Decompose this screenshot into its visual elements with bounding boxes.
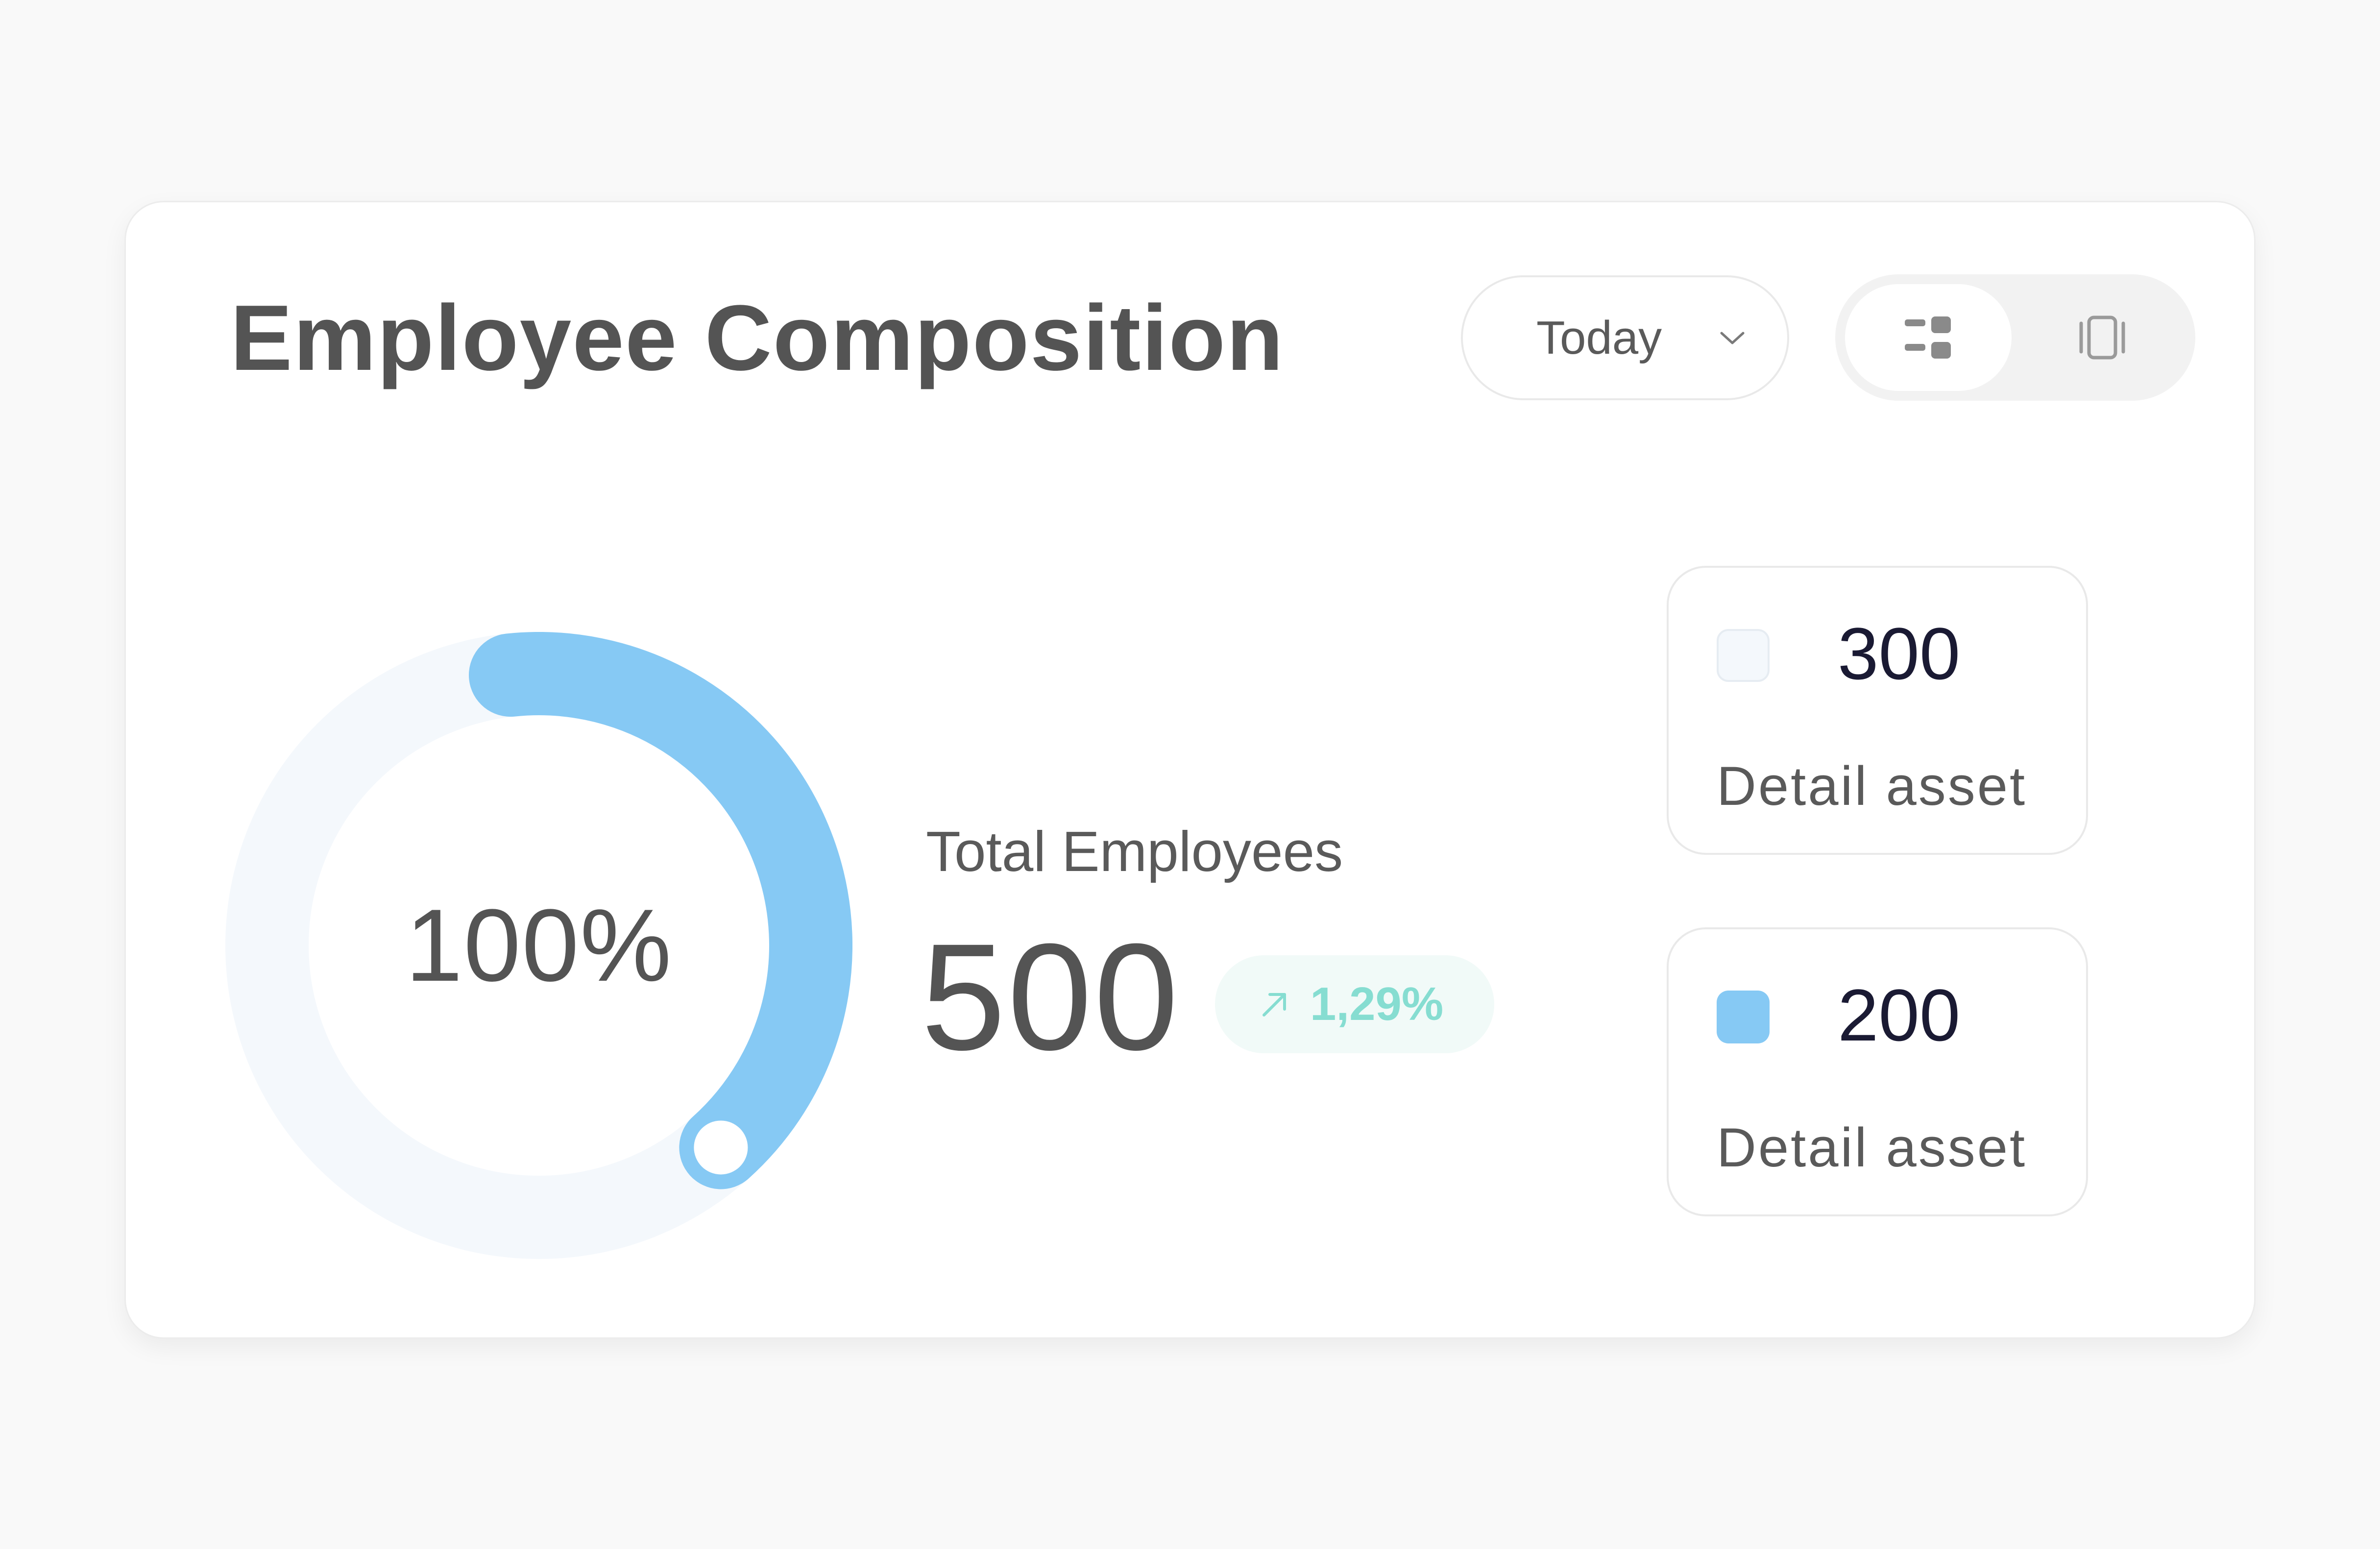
period-select[interactable]: Today bbox=[1461, 275, 1789, 400]
legend-label: Detail asset bbox=[1717, 755, 2027, 817]
legend-value: 200 bbox=[1838, 974, 1961, 1056]
trend-badge: 1,29% bbox=[1215, 955, 1494, 1053]
carousel-icon bbox=[2079, 315, 2125, 360]
chevron-down-icon bbox=[1720, 332, 1745, 344]
donut-center-percentage: 100% bbox=[405, 888, 673, 1003]
legend-card[interactable]: 300 Detail asset bbox=[1667, 566, 2088, 855]
legend-label: Detail asset bbox=[1717, 1117, 2027, 1178]
view-toggle bbox=[1835, 274, 2195, 401]
list-view-button[interactable] bbox=[1845, 284, 2012, 391]
period-select-value: Today bbox=[1536, 311, 1662, 364]
trend-value: 1,29% bbox=[1310, 978, 1444, 1030]
donut-chart bbox=[225, 632, 852, 1259]
grid-list-icon bbox=[1905, 316, 1951, 359]
legend-value: 300 bbox=[1838, 612, 1961, 695]
donut-segment-highlight bbox=[468, 632, 852, 1189]
legend-card[interactable]: 200 Detail asset bbox=[1667, 927, 2088, 1216]
card-view-button[interactable] bbox=[2019, 284, 2186, 391]
card-title: Employee Composition bbox=[230, 286, 1285, 390]
legend-swatch bbox=[1717, 991, 1770, 1043]
legend-swatch bbox=[1717, 629, 1770, 682]
donut-end-knob bbox=[694, 1120, 748, 1175]
arrow-up-right-icon bbox=[1263, 993, 1286, 1017]
total-employees-value: 500 bbox=[921, 912, 1181, 1082]
total-employees-label: Total Employees bbox=[926, 820, 1343, 883]
